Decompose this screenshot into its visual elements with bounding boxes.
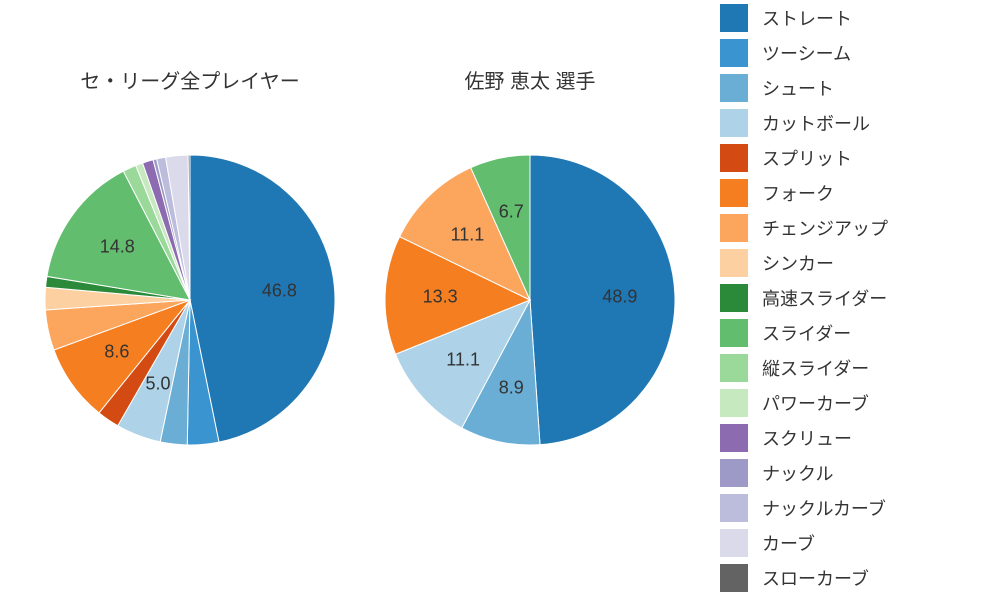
pie-slice-label: 8.9: [499, 377, 524, 398]
legend-swatch: [720, 529, 748, 557]
legend-swatch: [720, 459, 748, 487]
pie-slice-label: 48.9: [602, 286, 637, 307]
pie-slice-label: 8.6: [104, 342, 129, 363]
legend-swatch: [720, 214, 748, 242]
legend-item: スクリュー: [720, 420, 1000, 455]
legend-label: ナックルカーブ: [762, 495, 886, 521]
legend-swatch: [720, 144, 748, 172]
legend-label: シンカー: [762, 250, 834, 276]
legend-label: スプリット: [762, 145, 852, 171]
chart-title-right: 佐野 恵太 選手: [400, 65, 660, 94]
legend-swatch: [720, 354, 748, 382]
chart-title-left: セ・リーグ全プレイヤー: [60, 65, 320, 94]
legend-label: ストレート: [762, 5, 852, 31]
pie-slice-label: 13.3: [423, 286, 458, 307]
legend-item: シュート: [720, 70, 1000, 105]
legend-item: カットボール: [720, 105, 1000, 140]
legend-item: スプリット: [720, 140, 1000, 175]
pie-slice-label: 11.1: [446, 350, 480, 371]
legend-item: 高速スライダー: [720, 280, 1000, 315]
legend-swatch: [720, 4, 748, 32]
legend-label: シュート: [762, 75, 834, 101]
legend-swatch: [720, 249, 748, 277]
legend-item: ストレート: [720, 0, 1000, 35]
legend-swatch: [720, 39, 748, 67]
legend-label: パワーカーブ: [762, 390, 869, 416]
legend-swatch: [720, 109, 748, 137]
legend-swatch: [720, 424, 748, 452]
legend-label: フォーク: [762, 180, 834, 206]
legend-label: 高速スライダー: [762, 285, 887, 311]
legend-label: チェンジアップ: [762, 215, 888, 241]
legend-item: パワーカーブ: [720, 385, 1000, 420]
legend-label: 縦スライダー: [762, 355, 869, 381]
legend-swatch: [720, 494, 748, 522]
legend-item: スローカーブ: [720, 560, 1000, 595]
legend-swatch: [720, 74, 748, 102]
legend-item: カーブ: [720, 525, 1000, 560]
legend-label: ナックル: [762, 460, 833, 486]
legend: ストレートツーシームシュートカットボールスプリットフォークチェンジアップシンカー…: [720, 0, 1000, 595]
legend-label: ツーシーム: [762, 40, 851, 66]
legend-swatch: [720, 284, 748, 312]
legend-swatch: [720, 389, 748, 417]
pie-slice-label: 5.0: [145, 373, 170, 394]
pie-slice-label: 14.8: [100, 237, 135, 258]
legend-item: スライダー: [720, 315, 1000, 350]
pie-slice-label: 11.1: [451, 225, 485, 246]
legend-swatch: [720, 564, 748, 592]
legend-item: ナックル: [720, 455, 1000, 490]
legend-item: シンカー: [720, 245, 1000, 280]
pie-slice-label: 46.8: [262, 280, 297, 301]
legend-label: カットボール: [762, 110, 870, 136]
legend-item: ナックルカーブ: [720, 490, 1000, 525]
legend-item: チェンジアップ: [720, 210, 1000, 245]
pie-slice-label: 6.7: [499, 202, 524, 223]
legend-swatch: [720, 319, 748, 347]
legend-label: スローカーブ: [762, 565, 869, 591]
legend-item: 縦スライダー: [720, 350, 1000, 385]
legend-label: スライダー: [762, 320, 851, 346]
legend-item: ツーシーム: [720, 35, 1000, 70]
legend-item: フォーク: [720, 175, 1000, 210]
legend-label: カーブ: [762, 530, 815, 556]
legend-swatch: [720, 179, 748, 207]
chart-root: セ・リーグ全プレイヤー 佐野 恵太 選手 46.8 5.0 8.6 14.8 48.9…: [0, 0, 1000, 600]
legend-label: スクリュー: [762, 425, 852, 451]
